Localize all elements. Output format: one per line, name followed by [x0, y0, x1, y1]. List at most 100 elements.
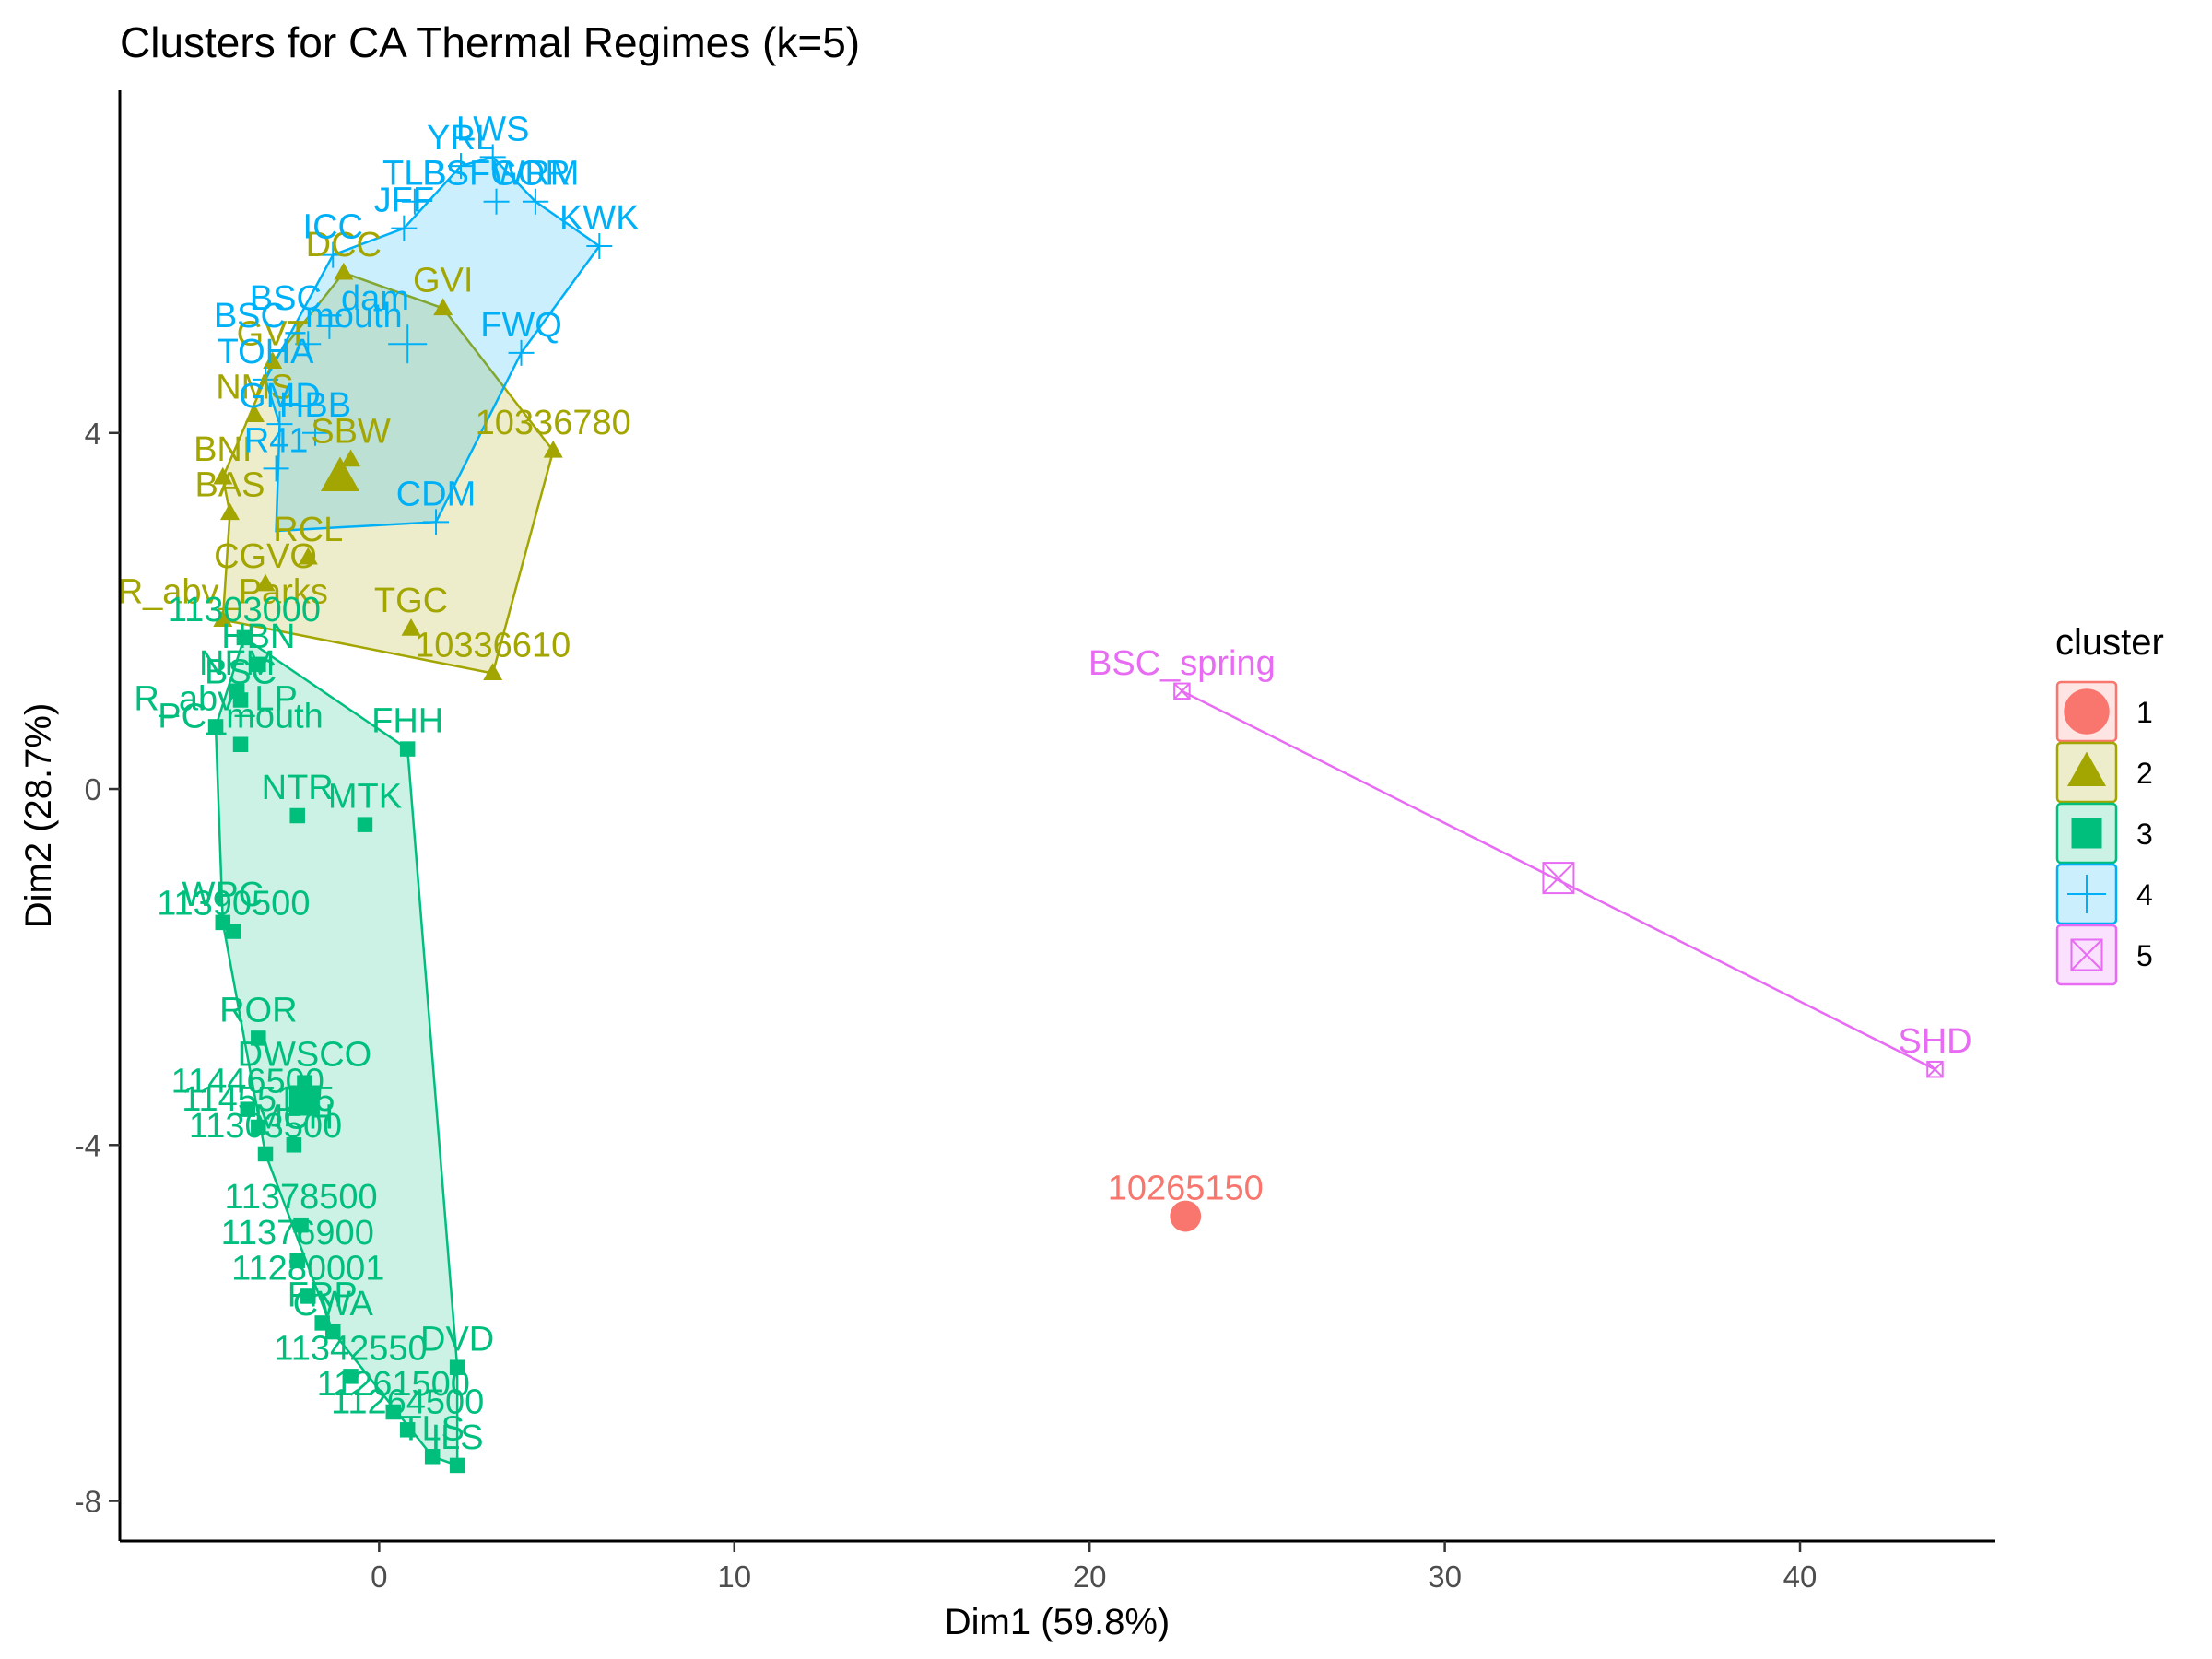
point-label: GVI — [413, 262, 473, 300]
cluster-3-point — [251, 656, 266, 673]
point-label: WRM — [491, 155, 579, 194]
cluster-5-centroid — [1542, 862, 1575, 895]
legend-title: cluster — [2055, 622, 2164, 663]
y-tick-label: 4 — [85, 417, 101, 451]
cluster-3-point — [399, 741, 416, 757]
point-label: MTK — [328, 778, 402, 817]
x-tick-label: 0 — [371, 1559, 387, 1594]
cluster-2-point — [255, 573, 276, 592]
cluster-5-point — [1926, 1060, 1944, 1078]
cluster-4-point — [479, 144, 506, 171]
point-label: FWQ — [480, 306, 562, 345]
point-label: 11376900 — [221, 1214, 374, 1253]
point-label: NFM — [199, 644, 275, 683]
cluster-3-point — [325, 1324, 341, 1340]
x-tick-label: 20 — [1073, 1559, 1107, 1594]
point-label: BSC_mouth — [214, 297, 403, 335]
point-label: SBW — [311, 413, 391, 452]
point-label: TLS — [400, 1409, 465, 1448]
x-tick-label: 40 — [1783, 1559, 1818, 1594]
cluster-3-point — [399, 1422, 416, 1438]
point-label: SHD — [1898, 1022, 1971, 1061]
cluster-2-point — [433, 298, 453, 316]
legend-label: 5 — [2136, 939, 2153, 972]
point-label: 11280001 — [231, 1249, 384, 1288]
y-tick-label: 0 — [85, 772, 101, 806]
cluster-3-point — [286, 1137, 302, 1153]
cluster-3-point — [449, 1457, 465, 1474]
axes — [118, 90, 1995, 1543]
cluster-4-point — [391, 215, 418, 241]
point-label: 10265150 — [1108, 1170, 1264, 1208]
point-label: ICC — [303, 208, 363, 247]
cluster-4-point — [253, 366, 279, 393]
point-label: 11446500 — [171, 1063, 324, 1101]
point-label: WPC — [182, 876, 264, 914]
cluster-4-point — [522, 188, 548, 215]
point-label: 10336610 — [415, 626, 571, 665]
point-label: GMD — [239, 377, 321, 416]
cluster-2-point — [341, 449, 361, 467]
cluster-2-point — [213, 466, 233, 485]
cluster-3-point — [232, 692, 249, 708]
point-label: ROR — [219, 991, 297, 1030]
cluster-2-point — [298, 547, 318, 565]
cluster-4-point — [320, 241, 347, 268]
cluster-3-point — [289, 807, 305, 824]
cluster-5-hull — [1181, 689, 1936, 1071]
data-points — [207, 144, 1944, 1474]
cluster-3-point — [385, 1404, 402, 1420]
cluster-2-point — [213, 609, 233, 628]
point-label: 11303500 — [189, 1107, 342, 1146]
cluster-3-hull — [214, 635, 459, 1467]
point-label: DVD — [420, 1321, 494, 1359]
cluster-3-point — [226, 924, 241, 939]
cluster-3-point — [207, 719, 224, 735]
legend-key-marker — [2070, 938, 2103, 971]
x-axis-title: Dim1 (59.8%) — [945, 1602, 1171, 1642]
cluster-4-point — [586, 232, 613, 259]
point-label: TOHA — [218, 333, 315, 371]
cluster-2-point — [244, 405, 265, 422]
cluster-2-point — [263, 351, 283, 370]
point-label: DWSCO — [238, 1036, 372, 1075]
point-label: HBB — [279, 386, 351, 425]
point-label: R_abv_LP — [134, 679, 297, 718]
point-label: GVT — [237, 315, 309, 354]
point-label: NTR — [262, 769, 334, 807]
cluster-4-hull — [264, 156, 602, 533]
chart-title: Clusters for CA Thermal Regimes (k=5) — [120, 18, 860, 66]
point-label: MCH — [254, 1098, 335, 1136]
legend-label: 4 — [2136, 878, 2153, 912]
legend-item-4: 4 — [2055, 863, 2153, 925]
cluster-3-point — [251, 1119, 266, 1135]
cluster-2-point — [543, 440, 563, 458]
legend-label: 3 — [2136, 818, 2153, 851]
cluster-3-point — [343, 1369, 359, 1384]
legend-key-marker — [2071, 818, 2102, 849]
y-axis-title: Dim2 (28.7%) — [18, 703, 59, 929]
point-label: R41 — [244, 421, 309, 460]
cluster-3-point — [236, 629, 253, 646]
point-label: 11455165 — [182, 1080, 335, 1119]
x-tick-label: 10 — [717, 1559, 751, 1594]
point-label: FHH — [371, 702, 443, 741]
cluster-3-point — [424, 1449, 441, 1465]
x-tick-label: 30 — [1428, 1559, 1462, 1594]
cluster-4-point — [263, 455, 289, 482]
cluster-3-point — [449, 1359, 465, 1375]
point-label: CGVO — [214, 537, 317, 576]
point-label: BSFGOR — [422, 155, 570, 194]
legend-key-marker — [2064, 688, 2110, 735]
legend-item-1: 1 — [2055, 680, 2153, 743]
cluster-hulls — [214, 156, 1936, 1467]
legend-item-5: 5 — [2055, 924, 2153, 986]
point-label: BSC_spring — [1088, 644, 1276, 683]
cluster-3-point — [293, 1217, 309, 1233]
point-label: 11378500 — [224, 1178, 377, 1217]
cluster-3-centroid — [288, 1085, 320, 1116]
legend-item-2: 2 — [2055, 741, 2153, 804]
cluster-4-point — [423, 509, 450, 535]
cluster-4-point — [266, 411, 293, 438]
